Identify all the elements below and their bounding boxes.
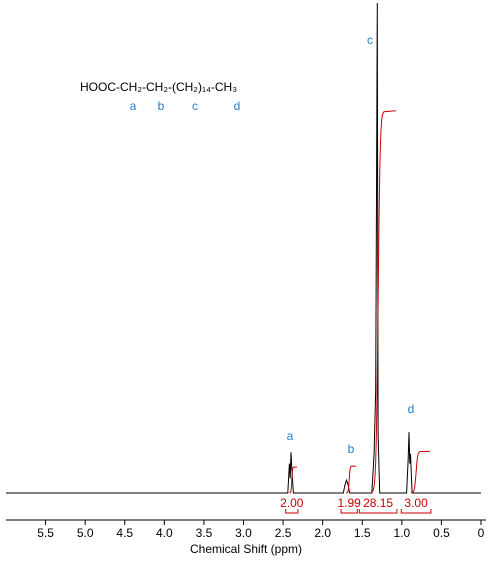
integral-label: 1.99 bbox=[338, 496, 362, 510]
peak-label: b bbox=[348, 442, 355, 456]
integral-label: 3.00 bbox=[404, 496, 428, 510]
peak-label: d bbox=[408, 402, 415, 416]
x-axis-title: Chemical Shift (ppm) bbox=[190, 542, 302, 556]
formula-label: c bbox=[192, 99, 198, 113]
x-tick-label: 5.5 bbox=[37, 526, 54, 540]
x-tick-label: 4.5 bbox=[116, 526, 133, 540]
formula-label: a bbox=[130, 99, 137, 113]
peak-label: a bbox=[287, 429, 294, 443]
integral-label: 2.00 bbox=[280, 496, 304, 510]
x-tick-label: 4.0 bbox=[156, 526, 173, 540]
integral-label: 28.15 bbox=[363, 496, 393, 510]
integral-bracket bbox=[340, 509, 358, 514]
x-tick-label: 1.5 bbox=[354, 526, 371, 540]
formula-label: b bbox=[158, 99, 165, 113]
x-tick-label: 2.0 bbox=[314, 526, 331, 540]
x-tick-label: 3.5 bbox=[196, 526, 213, 540]
spectrum-line bbox=[6, 2, 481, 494]
x-tick-label: 5.0 bbox=[77, 526, 94, 540]
integral-curve bbox=[346, 465, 357, 494]
integral-bracket bbox=[400, 509, 432, 514]
integral-curve bbox=[410, 450, 430, 494]
x-tick-label: 0 bbox=[478, 526, 485, 540]
formula-label: d bbox=[234, 99, 241, 113]
x-tick-label: 3.0 bbox=[235, 526, 252, 540]
integral-curve bbox=[371, 110, 396, 493]
integral-curve bbox=[289, 466, 297, 494]
x-tick-label: 0.5 bbox=[433, 526, 450, 540]
integral-bracket bbox=[358, 509, 398, 514]
integral-bracket bbox=[285, 509, 299, 514]
x-tick-label: 2.5 bbox=[275, 526, 292, 540]
peak-label: c bbox=[367, 33, 373, 47]
formula: HOOC-CH₂-CH₂-(CH₂)₁₄-CH₃ bbox=[80, 80, 237, 94]
x-tick-label: 1.0 bbox=[393, 526, 410, 540]
